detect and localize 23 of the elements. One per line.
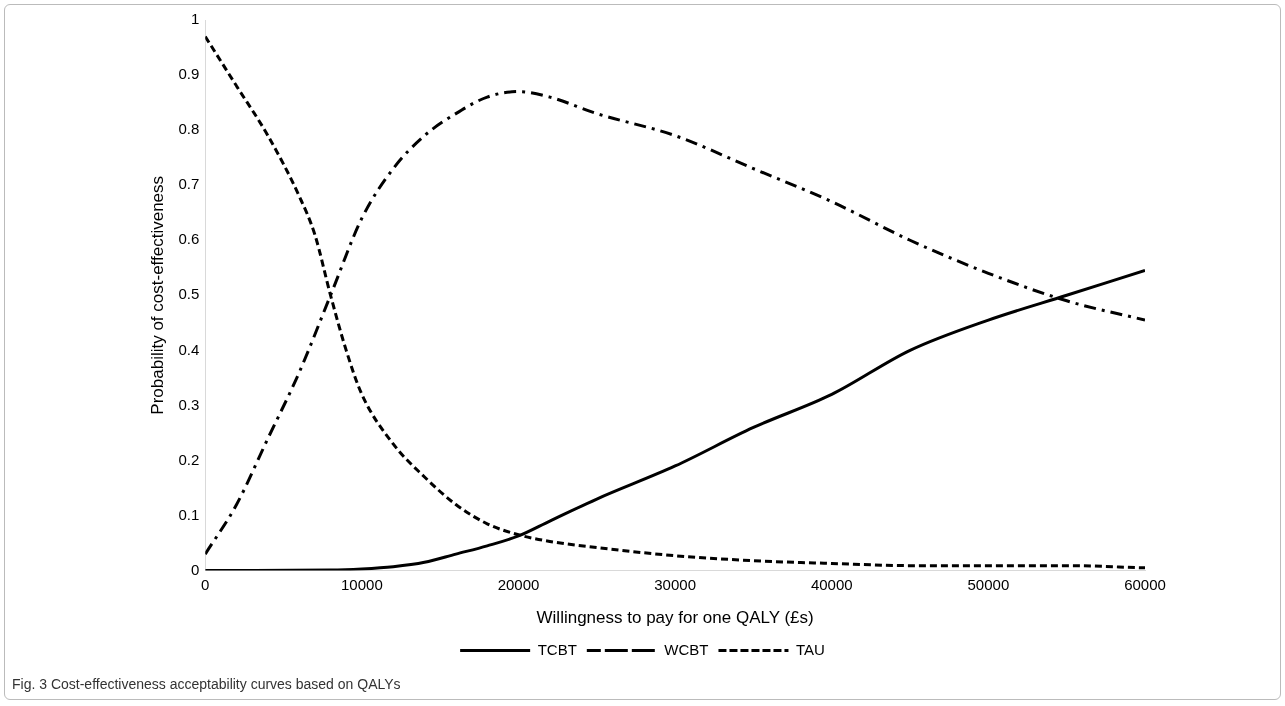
y-tick-label: 0	[190, 560, 200, 578]
x-tick-label: 60000	[1124, 575, 1166, 593]
x-tick-label: 40000	[810, 575, 853, 593]
y-tick-label: 0.5	[178, 285, 200, 303]
x-tick-label: 30000	[654, 575, 696, 593]
x-tick-label: 50000	[967, 575, 1010, 593]
y-tick-label: 0.3	[178, 395, 200, 413]
y-tick-label: 1	[190, 10, 200, 28]
legend-label: WCBT	[664, 640, 709, 658]
y-tick-label: 0.2	[178, 450, 200, 468]
y-tick-label: 0.4	[178, 340, 200, 358]
y-tick-label: 0.1	[178, 505, 200, 523]
y-tick-label: 0.6	[178, 230, 200, 248]
x-axis-title: Willingness to pay for one QALY (£s)	[536, 608, 814, 628]
legend-label: TCBT	[537, 640, 577, 658]
x-tick-label: 10000	[341, 575, 383, 593]
y-tick-label: 0.8	[178, 120, 200, 138]
x-tick-label: 20000	[497, 575, 540, 593]
y-tick-label: 0.9	[178, 65, 200, 83]
y-axis-title: Probability of cost-effectiveness	[147, 175, 167, 415]
legend-label: TAU	[795, 640, 825, 658]
caption: Fig. 3 Cost-effectiveness acceptability curves based on QALYs	[12, 676, 401, 692]
y-tick-label: 0.7	[178, 175, 200, 193]
